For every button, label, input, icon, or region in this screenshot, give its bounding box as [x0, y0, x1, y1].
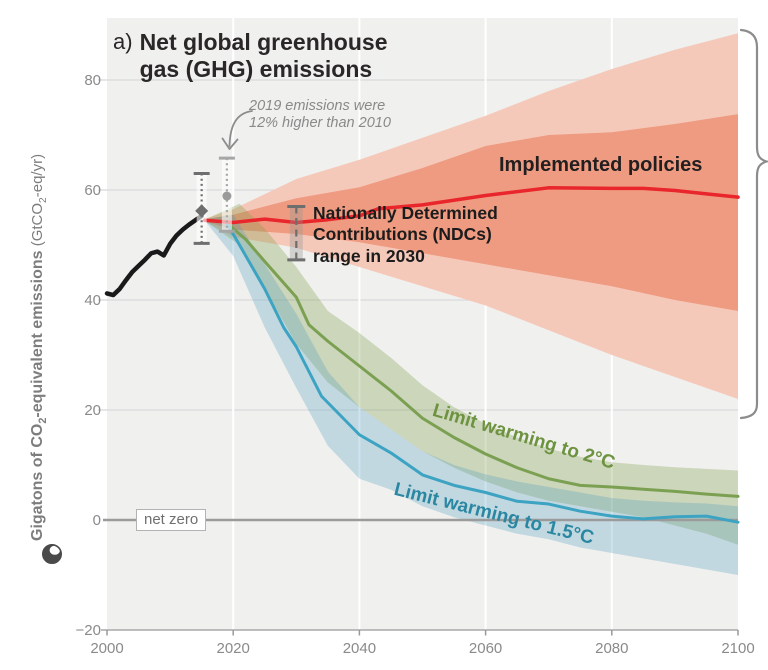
curly-brace: [739, 28, 768, 420]
band-ip-inner: [204, 114, 738, 311]
net-zero-label: net zero: [136, 509, 207, 531]
series-line-implemented-policies: [203, 186, 740, 225]
band-band-2c: [205, 203, 738, 545]
y-tick-label-20: 20: [84, 402, 101, 419]
x-tick-label-2020: 2020: [217, 640, 250, 657]
x-tick-label-2080: 2080: [595, 640, 628, 657]
error-bar-marker-circle: [222, 191, 232, 201]
error-bar-obs-2019: [218, 156, 235, 233]
series-line-limit-1-5c: [225, 221, 740, 524]
band-band-1-5c: [205, 214, 738, 575]
series-line-limit-2c: [225, 221, 740, 498]
annotation-arrow: [221, 110, 253, 150]
implemented-policies-label: Implemented policies: [499, 154, 703, 176]
x-tick-label-2060: 2060: [469, 640, 502, 657]
x-axis-ticks: [106, 630, 739, 636]
annotation-2019-emissions: 2019 emissions were 12% higher than 2010: [249, 98, 391, 132]
chart-title: a) Net global greenhouse gas (GHG) emissi…: [113, 29, 388, 83]
error-bar-marker-diamond: [195, 204, 209, 218]
panel-letter: a): [113, 29, 133, 54]
arrow-head: [221, 137, 239, 150]
y-tick-label-40: 40: [84, 292, 101, 309]
error-bar-hist-2015: [193, 172, 210, 245]
y-tick-label--20: −20: [76, 622, 101, 639]
chart-title-text: Net global greenhouse gas (GHG) emission…: [139, 29, 388, 83]
ndc-range-label: Nationally Determined Contributions (NDC…: [313, 203, 498, 266]
globe-icon: [42, 544, 62, 564]
arrow-curve: [228, 110, 253, 147]
y-axis-label: Gigatons of CO2-equivalent emissions (Gt…: [29, 153, 50, 541]
x-tick-label-2100: 2100: [721, 640, 754, 657]
x-tick-label-2000: 2000: [90, 640, 123, 657]
error-bar-ndc-2030: [287, 205, 306, 262]
y-tick-label-0: 0: [93, 512, 101, 529]
x-tick-label-2040: 2040: [343, 640, 376, 657]
series-line-historical: [104, 213, 204, 298]
y-tick-label-80: 80: [84, 72, 101, 89]
y-tick-label-60: 60: [84, 182, 101, 199]
